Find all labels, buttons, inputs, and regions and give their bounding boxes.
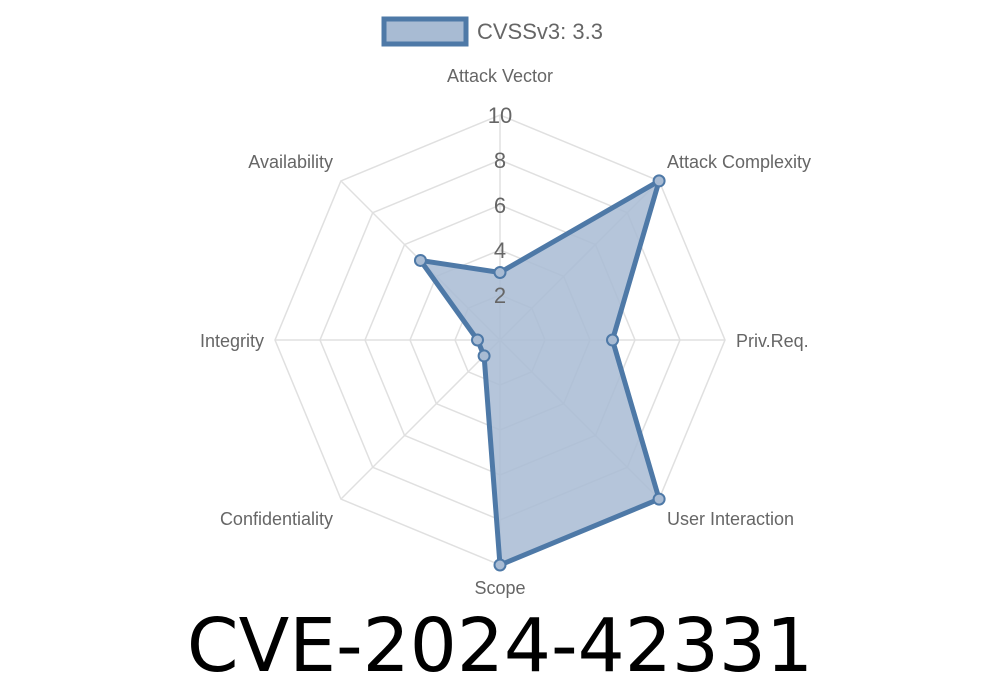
data-point xyxy=(606,333,619,347)
data-point xyxy=(471,333,484,347)
data-point xyxy=(493,266,507,279)
data-point xyxy=(493,558,507,572)
legend-label: CVSSv3: 3.3 xyxy=(477,19,603,44)
tick-label: 8 xyxy=(494,148,506,173)
axis-label: Availability xyxy=(248,152,333,172)
data-point xyxy=(652,174,666,188)
axis-label: Scope xyxy=(474,578,525,598)
legend-swatch xyxy=(381,16,469,47)
series-area xyxy=(417,178,662,568)
axis-label: Integrity xyxy=(200,331,264,351)
data-point xyxy=(477,349,491,363)
data-point xyxy=(413,253,427,267)
axis-label: Priv.Req. xyxy=(736,331,809,351)
axis-label: Attack Complexity xyxy=(667,152,811,172)
data-point xyxy=(652,492,666,506)
axis-label: User Interaction xyxy=(667,509,794,529)
grid-spoke xyxy=(340,339,501,500)
page-title: CVE-2024-42331 xyxy=(186,603,814,689)
axis-label: Attack Vector xyxy=(447,66,553,86)
tick-label: 4 xyxy=(494,238,506,263)
tick-label: 2 xyxy=(494,283,506,308)
tick-label: 10 xyxy=(488,103,512,128)
tick-label: 6 xyxy=(494,193,506,218)
axis-label: Confidentiality xyxy=(220,509,333,529)
